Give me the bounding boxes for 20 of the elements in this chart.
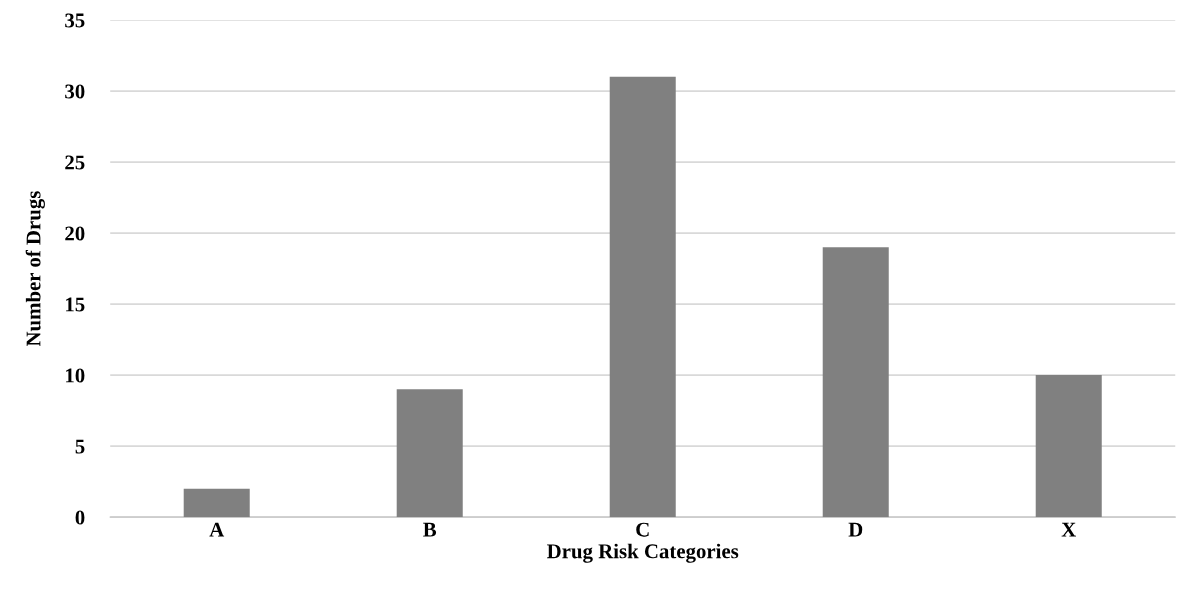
- y-tick-label: 25: [65, 155, 85, 170]
- bar: [183, 488, 250, 518]
- y-tick-label: 35: [65, 13, 85, 28]
- y-tick-label: 10: [66, 368, 85, 383]
- x-tick-label: D: [848, 522, 863, 537]
- y-tick-label: 5: [75, 439, 85, 454]
- y-axis-title: Number of Drugs: [25, 191, 45, 347]
- x-tick-label: X: [1061, 522, 1077, 537]
- y-tick-label: 0: [75, 510, 85, 525]
- y-tick-label: 30: [65, 84, 85, 99]
- bar: [609, 76, 676, 518]
- x-tick-label: B: [423, 522, 437, 537]
- x-axis-title: Drug Risk Categories: [547, 543, 739, 563]
- bar: [1035, 375, 1102, 518]
- y-tick-label: 15: [66, 297, 85, 312]
- bar: [396, 389, 463, 518]
- x-tick-label: A: [209, 522, 225, 537]
- bar: [822, 247, 889, 518]
- y-tick-label: 20: [65, 226, 85, 241]
- x-tick-label: C: [636, 522, 649, 537]
